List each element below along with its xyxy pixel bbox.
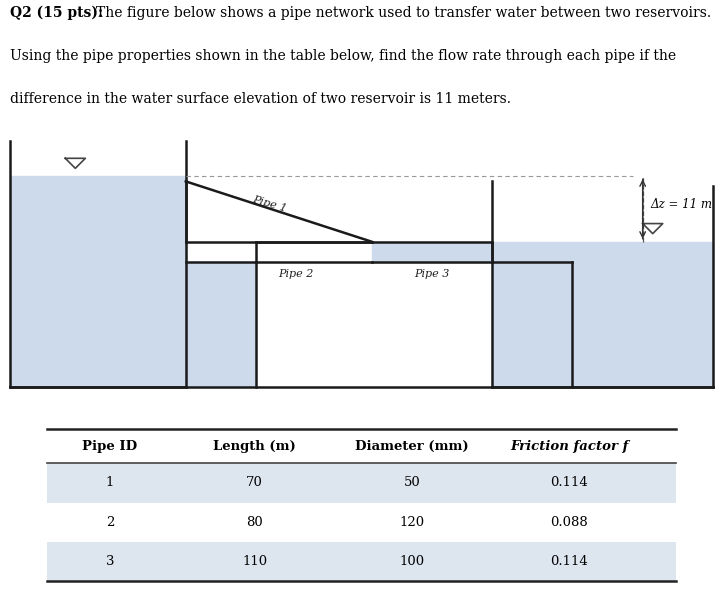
Polygon shape — [10, 176, 186, 387]
Text: Pipe 1: Pipe 1 — [251, 195, 288, 214]
Text: 70: 70 — [246, 476, 263, 490]
Text: Using the pipe properties shown in the table below, find the flow rate through e: Using the pipe properties shown in the t… — [10, 49, 676, 63]
Text: 100: 100 — [399, 555, 424, 568]
Text: 0.114: 0.114 — [550, 555, 588, 568]
Text: Δz = 11 m: Δz = 11 m — [651, 198, 713, 211]
Polygon shape — [186, 261, 256, 387]
Bar — [47, 541, 676, 581]
Text: Pipe 2: Pipe 2 — [278, 269, 314, 279]
Text: difference in the water surface elevation of two reservoir is 11 meters.: difference in the water surface elevatio… — [10, 92, 511, 106]
Polygon shape — [492, 242, 713, 387]
Text: Diameter (mm): Diameter (mm) — [355, 440, 469, 453]
Bar — [47, 463, 676, 503]
Text: 3: 3 — [106, 555, 114, 568]
Text: Pipe ID: Pipe ID — [82, 440, 137, 453]
Text: 1: 1 — [106, 476, 114, 490]
Text: 0.088: 0.088 — [550, 516, 588, 528]
Text: 110: 110 — [242, 555, 267, 568]
Polygon shape — [256, 242, 372, 261]
Text: 50: 50 — [403, 476, 420, 490]
Text: 0.114: 0.114 — [550, 476, 588, 490]
Polygon shape — [372, 242, 492, 261]
Text: 2: 2 — [106, 516, 114, 528]
Text: Friction factor f: Friction factor f — [510, 440, 628, 453]
Text: The figure below shows a pipe network used to transfer water between two reservo: The figure below shows a pipe network us… — [95, 6, 711, 20]
Polygon shape — [492, 261, 573, 387]
Bar — [47, 503, 676, 541]
Text: Pipe 3: Pipe 3 — [414, 269, 450, 279]
Text: Length (m): Length (m) — [213, 440, 296, 453]
Text: 120: 120 — [399, 516, 424, 528]
Text: Q2 (15 pts):: Q2 (15 pts): — [10, 6, 103, 20]
Text: 80: 80 — [247, 516, 263, 528]
Polygon shape — [186, 181, 372, 242]
